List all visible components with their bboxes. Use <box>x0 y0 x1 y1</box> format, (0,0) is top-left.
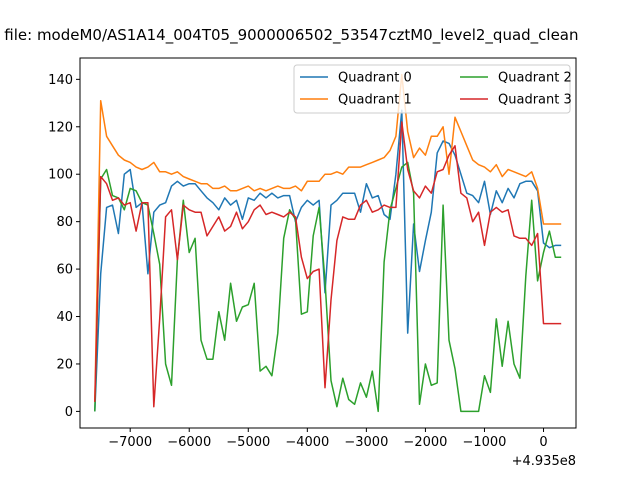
x-tick-label: −3000 <box>344 435 388 450</box>
x-tick-label: −6000 <box>167 435 211 450</box>
y-tick-label: 60 <box>56 263 73 278</box>
x-axis: −7000 −6000 −5000 −4000 −3000 −2000 −1000 0 <box>108 428 548 450</box>
legend-box <box>293 64 571 114</box>
y-tick-label: 20 <box>56 357 73 372</box>
legend-label-quadrant-0: Quadrant 0 <box>338 71 412 86</box>
x-tick-label: −5000 <box>226 435 270 450</box>
plot-frame <box>79 57 577 429</box>
y-tick-label: 80 <box>56 215 73 230</box>
x-tick-label: −2000 <box>403 435 447 450</box>
plot-area: −7000 −6000 −5000 −4000 −3000 −2000 −1000 0 0 20… <box>48 57 577 469</box>
y-tick-label: 40 <box>56 310 73 325</box>
series-line-quadrant-1 <box>94 73 562 402</box>
y-tick-label: 0 <box>65 405 73 420</box>
legend-label-quadrant-2: Quadrant 2 <box>498 71 572 86</box>
x-tick-label: −7000 <box>108 435 152 450</box>
x-tick-label: −4000 <box>285 435 329 450</box>
legend-label-quadrant-1: Quadrant 1 <box>338 93 412 108</box>
x-axis-offset-label: +4.935e8 <box>512 454 576 469</box>
x-tick-label: −1000 <box>462 435 506 450</box>
series-line-quadrant-0 <box>94 109 562 412</box>
legend: Quadrant 0 Quadrant 1 Quadrant 2 Quadrant 3 <box>293 64 572 114</box>
chart-title: n file: modeM0/AS1A14_004T05_9000006502_… <box>0 26 579 45</box>
y-tick-label: 120 <box>48 120 73 135</box>
y-axis: 0 20 40 60 80 100 120 140 <box>48 73 80 420</box>
series-layer <box>94 73 562 413</box>
legend-label-quadrant-3: Quadrant 3 <box>498 93 572 108</box>
series-line-quadrant-2 <box>94 161 562 413</box>
y-tick-label: 100 <box>48 168 73 183</box>
series-line-quadrant-3 <box>94 121 562 408</box>
y-tick-label: 140 <box>48 73 73 88</box>
x-tick-label: 0 <box>539 435 547 450</box>
